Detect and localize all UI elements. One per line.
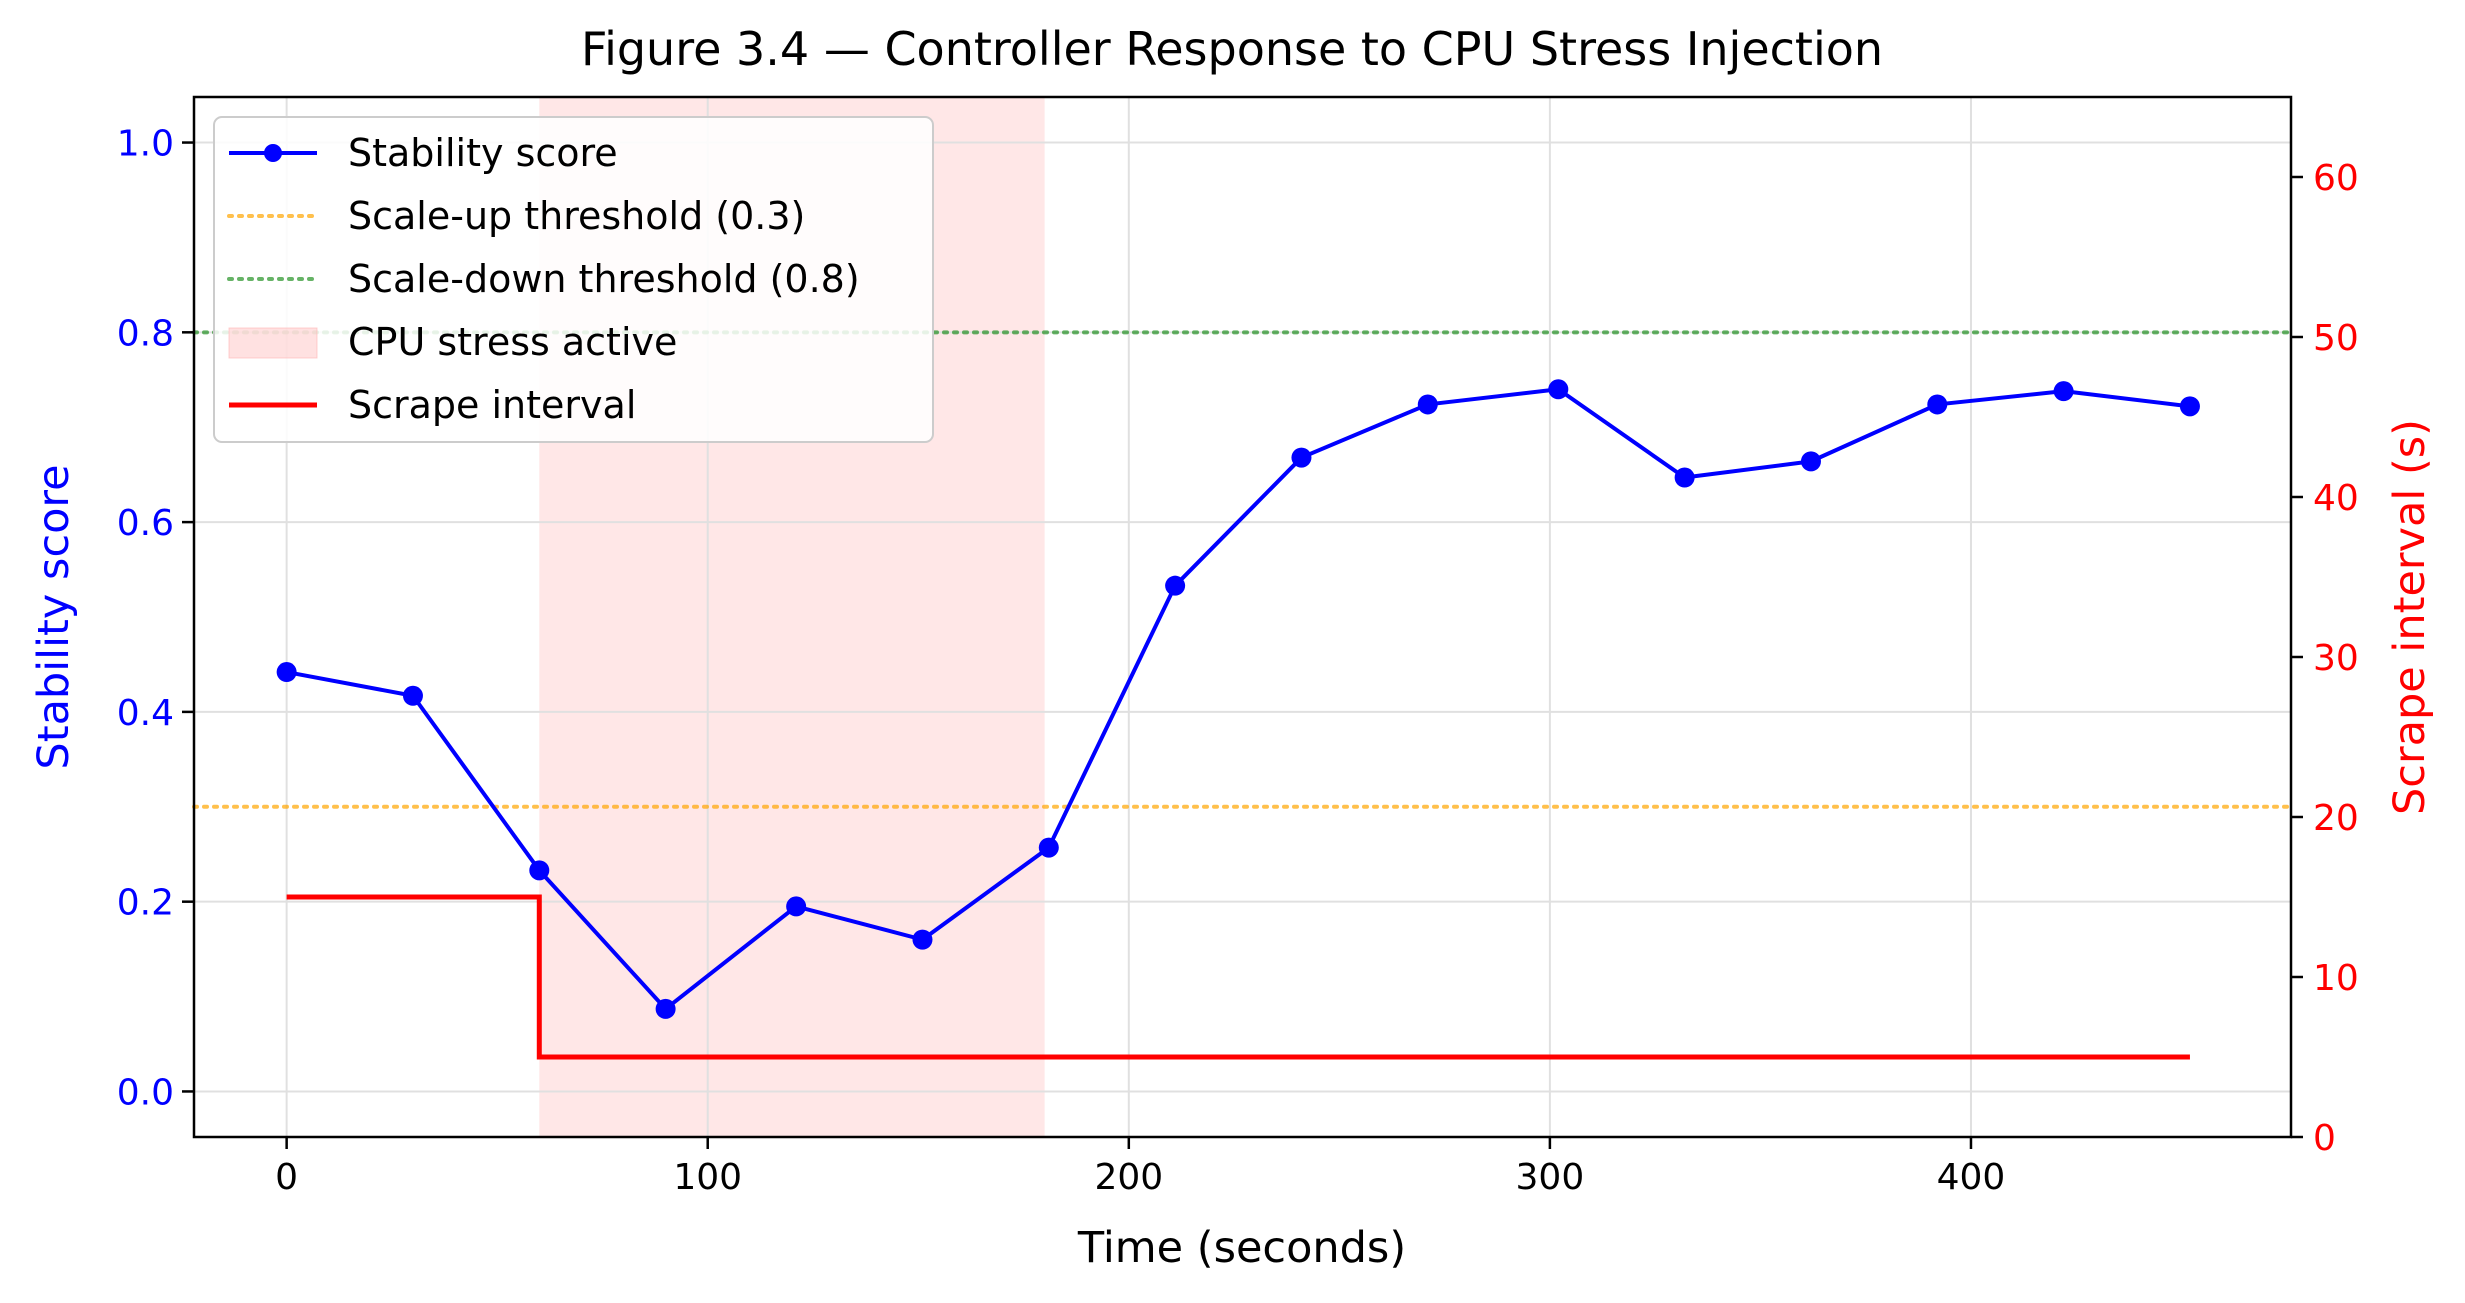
y-axis-left-ticks: 0.0 0.2 0.4 0.6 0.8 1.0 xyxy=(117,124,194,1113)
stability-point-5 xyxy=(912,929,933,950)
legend: Stability score Scale-up threshold (0.3)… xyxy=(213,116,934,443)
stability-point-15 xyxy=(2179,396,2200,417)
y2-tick-label-4: 40 xyxy=(2313,478,2359,519)
plot-frame xyxy=(192,95,2293,1139)
stability-point-4 xyxy=(786,896,807,917)
stability-point-12 xyxy=(1800,451,1821,472)
legend-item-scale-up: Scale-up threshold (0.3) xyxy=(227,194,805,238)
series-layer xyxy=(276,379,2200,1060)
stability-point-0 xyxy=(276,662,297,683)
x-tick-label-1: 100 xyxy=(673,1157,742,1198)
legend-box xyxy=(213,116,934,443)
stability-point-8 xyxy=(1291,447,1312,468)
y-tick-label-0: 0.0 xyxy=(117,1072,174,1113)
x-tick-label-2: 200 xyxy=(1094,1157,1163,1198)
stability-point-6 xyxy=(1038,837,1059,858)
stability-point-3 xyxy=(655,998,676,1019)
x-tick-label-4: 400 xyxy=(1937,1157,2006,1198)
y-tick-label-2: 0.4 xyxy=(117,693,174,734)
grid-layer xyxy=(194,97,2291,1137)
legend-scrape-label: Scrape interval xyxy=(348,383,636,427)
stability-score-line xyxy=(286,387,2191,1011)
legend-scale-down-label: Scale-down threshold (0.8) xyxy=(348,257,860,301)
y-tick-label-5: 1.0 xyxy=(117,124,174,165)
x-axis-label: Time (seconds) xyxy=(1077,1223,1406,1273)
legend-stability-marker xyxy=(264,144,282,162)
stability-point-14 xyxy=(2053,381,2074,402)
stability-point-13 xyxy=(1927,394,1948,415)
stability-point-10 xyxy=(1548,379,1569,400)
y-tick-label-4: 0.8 xyxy=(117,313,174,354)
y-axis-left-label: Stability score xyxy=(29,464,79,769)
x-axis-ticks: 0 100 200 300 400 xyxy=(275,1137,2005,1198)
legend-stress-swatch xyxy=(228,327,318,359)
y-axis-right-ticks: 0 10 20 30 40 50 60 xyxy=(2291,158,2359,1159)
stability-point-11 xyxy=(1674,467,1695,488)
x-tick-label-0: 0 xyxy=(275,1157,298,1198)
y2-tick-label-2: 20 xyxy=(2313,798,2359,839)
chart-title: Figure 3.4 — Controller Response to CPU … xyxy=(581,22,1883,76)
y-tick-label-1: 0.2 xyxy=(117,883,174,924)
stability-point-9 xyxy=(1417,394,1438,415)
y2-tick-label-1: 10 xyxy=(2313,958,2359,999)
legend-stability-label: Stability score xyxy=(348,131,618,175)
legend-item-scale-down: Scale-down threshold (0.8) xyxy=(227,257,860,301)
y2-tick-label-6: 60 xyxy=(2313,158,2359,199)
stability-point-2 xyxy=(529,860,550,881)
x-tick-label-3: 300 xyxy=(1516,1157,1585,1198)
stability-point-1 xyxy=(402,685,423,706)
legend-stress-label: CPU stress active xyxy=(348,320,677,364)
y-tick-label-3: 0.6 xyxy=(117,503,174,544)
scrape-interval-line xyxy=(286,894,2190,1060)
y2-tick-label-5: 50 xyxy=(2313,318,2359,359)
y-axis-right-label: Scrape interval (s) xyxy=(2385,419,2435,815)
legend-item-scrape: Scrape interval xyxy=(229,383,636,427)
legend-item-stability: Stability score xyxy=(229,131,618,175)
legend-item-stress: CPU stress active xyxy=(228,320,677,364)
y2-tick-label-0: 0 xyxy=(2313,1118,2336,1159)
stability-point-7 xyxy=(1165,575,1186,596)
y2-tick-label-3: 30 xyxy=(2313,638,2359,679)
legend-scale-up-label: Scale-up threshold (0.3) xyxy=(348,194,805,238)
